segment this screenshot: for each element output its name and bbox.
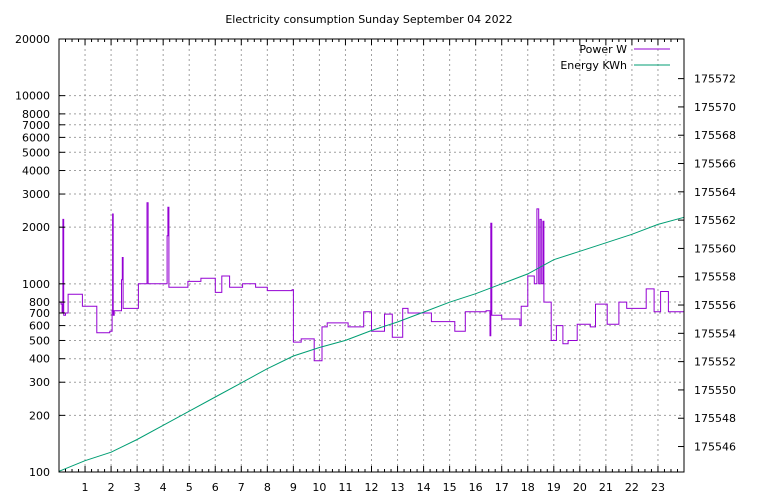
y-right-tick-label: 175566 (694, 158, 736, 171)
y-left-tick-label: 500 (29, 334, 50, 347)
y-right-tick-label: 175562 (694, 214, 736, 227)
y-right-tick-label: 175558 (694, 271, 736, 284)
x-tick-label: 23 (651, 481, 665, 494)
x-tick-label: 19 (547, 481, 561, 494)
x-tick-label: 16 (469, 481, 483, 494)
y-left-tick-label: 400 (29, 353, 50, 366)
grid-lines (59, 39, 684, 472)
y-left-tick-label: 5000 (22, 146, 50, 159)
x-tick-label: 11 (338, 481, 352, 494)
y-right-tick-label: 175552 (694, 356, 736, 369)
y-right-tick-label: 175572 (694, 73, 736, 86)
y-right-tick-label: 175550 (694, 384, 736, 397)
x-tick-label: 18 (521, 481, 535, 494)
y-left-tick-label: 100 (29, 466, 50, 479)
y-left-tick-label: 8000 (22, 108, 50, 121)
x-tick-label: 20 (573, 481, 587, 494)
chart-title: Electricity consumption Sunday September… (225, 13, 512, 26)
x-tick-label: 6 (212, 481, 219, 494)
x-tick-label: 9 (290, 481, 297, 494)
y-right-tick-label: 175560 (694, 242, 736, 255)
y-left-tick-label: 20000 (15, 33, 50, 46)
x-tick-label: 14 (417, 481, 431, 494)
y-left-tick-label: 800 (29, 296, 50, 309)
y-left-tick-label: 6000 (22, 131, 50, 144)
legend: Power W Energy KWh (560, 43, 670, 72)
legend-label: Power W (579, 43, 627, 56)
y-left-tick-label: 1000 (22, 278, 50, 291)
y-left-tick-label: 10000 (15, 90, 50, 103)
series-line-power-w (59, 202, 685, 362)
x-tick-label: 8 (264, 481, 271, 494)
y-left-tick-label: 600 (29, 320, 50, 333)
x-tick-label: 22 (625, 481, 639, 494)
series-line-energy-kwh (58, 216, 685, 472)
y-right-tick-label: 175548 (694, 412, 736, 425)
x-tick-label: 13 (391, 481, 405, 494)
x-tick-label: 12 (365, 481, 379, 494)
x-tick-label: 21 (599, 481, 613, 494)
x-tick-label: 15 (443, 481, 457, 494)
x-tick-label: 2 (108, 481, 115, 494)
y-right-tick-label: 175554 (694, 327, 736, 340)
x-tick-label: 7 (238, 481, 245, 494)
y-left-tick-label: 4000 (22, 165, 50, 178)
y-right-tick-label: 175564 (694, 186, 736, 199)
y-left-tick-label: 200 (29, 409, 50, 422)
y-left-tick-label: 3000 (22, 188, 50, 201)
y-right-tick-label: 175556 (694, 299, 736, 312)
legend-label: Energy KWh (560, 59, 627, 72)
y-right-tick-label: 175568 (694, 129, 736, 142)
x-tick-label: 5 (186, 481, 193, 494)
y-right-tick-label: 175546 (694, 441, 736, 454)
x-tick-label: 4 (160, 481, 167, 494)
y-left-tick-label: 700 (29, 307, 50, 320)
y-left-tick-label: 2000 (22, 221, 50, 234)
x-tick-label: 17 (495, 481, 509, 494)
x-tick-label: 10 (312, 481, 326, 494)
y-right-tick-label: 175570 (694, 101, 736, 114)
y-left-tick-label: 300 (29, 376, 50, 389)
x-tick-label: 1 (82, 481, 89, 494)
x-tick-label: 3 (134, 481, 141, 494)
series-layer (58, 202, 685, 472)
axes: 1 2 3 4 5 6 7 8 9 10 11 12 13 14 15 16 17 18 19 20 21 22 23100… (15, 33, 736, 494)
y-left-tick-label: 7000 (22, 119, 50, 132)
